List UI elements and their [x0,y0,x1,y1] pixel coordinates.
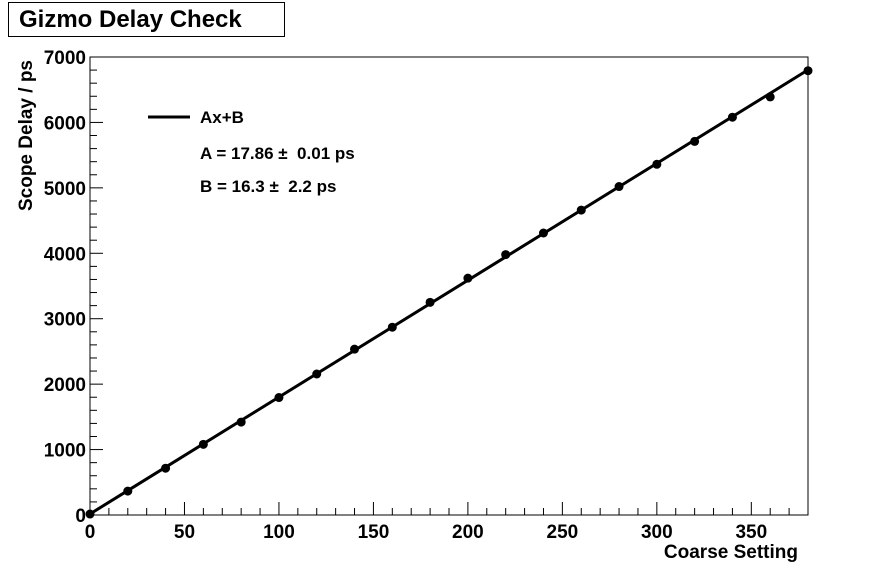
x-tick-label: 200 [452,522,484,543]
legend-param-b: B = 16.3 ± 2.2 ps [200,177,336,196]
data-point [387,322,397,332]
y-tick-label: 3000 [44,310,86,331]
data-point [85,509,95,519]
data-point [652,159,662,169]
data-point [463,273,473,283]
data-point [425,297,435,307]
data-point [690,136,700,146]
y-tick-label: 2000 [44,375,86,396]
x-tick-label: 350 [735,522,767,543]
chart-title-box: Gizmo Delay Check [8,2,285,37]
y-tick-label: 0 [75,506,86,527]
data-point [727,112,737,122]
data-point [576,205,586,215]
data-point [538,228,548,238]
data-point [274,393,284,403]
data-point [350,344,360,354]
x-axis: 0 50 100 150 200 250 300 350 [85,502,809,543]
y-tick-label: 1000 [44,441,86,462]
x-tick-label: 50 [174,522,195,543]
y-tick-label: 4000 [44,244,86,265]
fit-line [89,68,809,516]
chart-title: Gizmo Delay Check [19,6,242,33]
data-point [236,417,246,427]
y-axis: 0 1000 2000 3000 4000 5000 6000 7000 [44,48,103,527]
x-tick-label: 300 [641,522,673,543]
legend-param-a: A = 17.86 ± 0.01 ps [200,144,355,163]
x-tick-label: 100 [263,522,295,543]
data-point [765,92,775,102]
data-point [501,250,511,260]
x-tick-label: 250 [547,522,579,543]
y-tick-label: 7000 [44,48,86,69]
y-axis-title: Scope Delay / ps [16,60,37,211]
x-tick-label: 150 [358,522,390,543]
data-points [85,66,813,519]
data-point [161,463,171,473]
data-point [803,66,813,76]
x-axis-title: Coarse Setting [664,542,798,563]
y-tick-label: 5000 [44,179,86,200]
data-point [312,369,322,379]
legend: Ax+B A = 17.86 ± 0.01 ps B = 16.3 ± 2.2 … [148,108,355,196]
x-tick-label: 0 [85,522,96,543]
data-point [614,182,624,192]
y-tick-label: 6000 [44,113,86,134]
data-point [123,486,133,496]
legend-fit-label: Ax+B [200,108,244,127]
data-point [198,439,208,449]
